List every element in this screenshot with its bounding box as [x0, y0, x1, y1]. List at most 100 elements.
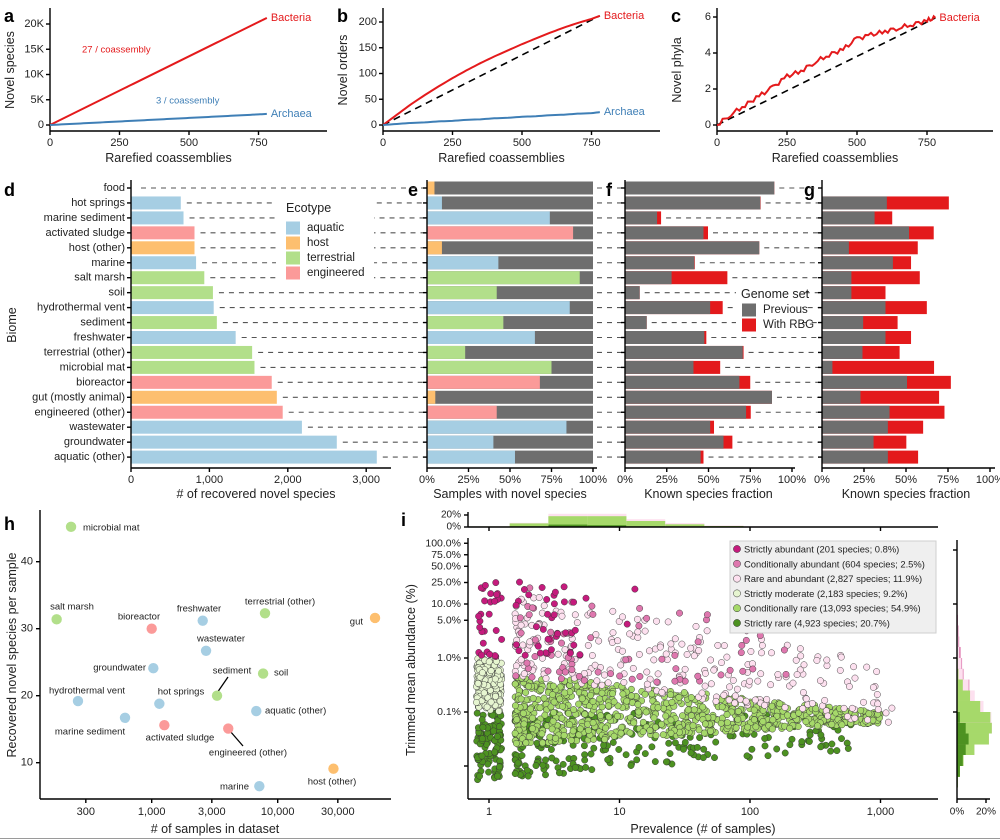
- x-tick-label: 300: [77, 806, 95, 818]
- right-histogram-bar: [957, 700, 981, 712]
- point-label: salt marsh: [50, 602, 94, 613]
- scatter-point-conditionally-rare: [566, 721, 574, 729]
- scatter-point: [148, 663, 159, 674]
- scatter-point-conditionally-rare: [723, 719, 731, 727]
- scatter-point-strictly-moderate: [474, 679, 482, 687]
- scatter-point-conditionally-abundant: [531, 636, 539, 644]
- bar-remainder: [427, 196, 593, 210]
- scatter-point-conditionally-rare: [699, 703, 707, 711]
- point-label: host (other): [308, 777, 357, 788]
- scatter-point-rare-and-abundant: [860, 698, 867, 706]
- scatter-point-rare-and-abundant: [519, 641, 527, 649]
- scatter-point-strictly-abundant: [512, 641, 520, 649]
- scatter-point-conditionally-rare: [795, 709, 803, 717]
- scatter-point-conditionally-rare: [520, 720, 528, 728]
- scatter-point-conditionally-abundant: [529, 604, 536, 612]
- scatter-point-strictly-rare: [547, 746, 555, 753]
- scatter-point: [259, 608, 271, 619]
- y-tick-label: 150: [359, 42, 377, 54]
- legend-swatch-terrestrial: [286, 251, 300, 265]
- legend-swatch-aquatic: [286, 221, 300, 235]
- scatter-point-rare-and-abundant: [653, 617, 660, 625]
- scatter-point-rare-and-abundant: [718, 659, 725, 667]
- scatter-point-strictly-rare: [479, 723, 487, 731]
- scatter-point-conditionally-abundant: [636, 604, 644, 612]
- scatter-point-conditionally-rare: [652, 732, 660, 739]
- point-label: activated sludge: [146, 733, 215, 744]
- series-line-archaea: [49, 112, 267, 126]
- x-axis-title: Prevalence (# of samples): [630, 822, 775, 836]
- scatter-point-rare-and-abundant: [683, 651, 691, 658]
- x-tick-label: 100%: [976, 474, 1000, 486]
- scatter-point-conditionally-rare: [717, 719, 725, 727]
- scatter-point-rare-and-abundant: [707, 656, 715, 664]
- scatter-point-conditionally-rare: [546, 733, 554, 741]
- x-tick-label: 750: [582, 137, 600, 149]
- scatter-point-strictly-abundant: [544, 610, 552, 618]
- scatter-point-conditionally-abundant: [658, 655, 666, 663]
- scatter-point: [328, 763, 339, 774]
- scatter-point-conditionally-rare: [865, 710, 873, 718]
- scatter-point-rare-and-abundant: [598, 681, 606, 689]
- right-histogram-bar: [957, 744, 966, 755]
- scatter-point-conditionally-abundant: [671, 651, 679, 659]
- scatter-point-conditionally-abundant: [580, 676, 588, 684]
- x-tick-label: 50%: [895, 474, 917, 486]
- scatter-point-conditionally-abundant: [636, 673, 644, 680]
- y-tick-label: 10.0%: [431, 598, 461, 610]
- scatter-point-conditionally-rare: [529, 714, 536, 722]
- scatter-point-strictly-abundant: [570, 641, 578, 649]
- scatter-point-conditionally-rare: [576, 725, 584, 733]
- scatter-point-strictly-rare: [581, 756, 589, 764]
- scatter-point: [72, 695, 84, 707]
- legend-label-terrestrial: terrestrial: [307, 252, 355, 264]
- scatter-point-strictly-rare: [828, 740, 836, 748]
- scatter-point-conditionally-rare: [619, 690, 627, 698]
- top-histogram-tick-label: 20%: [441, 510, 461, 521]
- scatter-point-rare-and-abundant: [692, 622, 700, 630]
- bar-novel-species: [131, 196, 181, 210]
- scatter-point-rare-and-abundant: [634, 628, 642, 636]
- biome-label: activated sludge: [46, 227, 126, 239]
- panel-label-g: g: [804, 180, 815, 200]
- point-label: bioreactor: [118, 612, 160, 623]
- scatter-point-strictly-abundant: [516, 578, 523, 586]
- scatter-point-strictly-rare: [548, 754, 556, 762]
- legend-marker: [733, 574, 741, 583]
- scatter-point-rare-and-abundant: [758, 642, 766, 649]
- y-tick-label: 200: [359, 16, 377, 28]
- scatter-point-conditionally-rare: [750, 716, 758, 724]
- scatter-point-strictly-abundant: [512, 601, 520, 609]
- scatter-point-rare-and-abundant: [848, 704, 856, 712]
- scatter-point-conditionally-abundant: [512, 672, 520, 680]
- scatter-point-rare-and-abundant: [641, 627, 649, 635]
- x-tick-label: 500: [513, 137, 531, 149]
- y-axis-title: Novel orders: [336, 35, 350, 106]
- biome-label: host (other): [69, 242, 125, 254]
- scatter-point-rare-and-abundant: [850, 663, 858, 671]
- right-histogram-bar: [957, 733, 969, 745]
- scatter-point-rare-and-abundant: [671, 635, 679, 643]
- legend-marker: [733, 545, 741, 553]
- biome-label: hydrothermal vent: [37, 302, 125, 314]
- biome-label: bioreactor: [76, 376, 125, 388]
- scatter-point-conditionally-abundant: [589, 610, 597, 618]
- bar-novel-species: [131, 241, 195, 255]
- scatter-point-conditionally-rare: [744, 723, 752, 731]
- bar-samples-with-novel: [427, 331, 535, 344]
- bar-previous: [822, 420, 888, 434]
- scatter-point-conditionally-rare: [667, 691, 674, 699]
- point-label: aquatic (other): [265, 706, 326, 717]
- scatter-point-conditionally-rare: [548, 725, 556, 733]
- scatter-point-conditionally-rare: [768, 725, 776, 733]
- scatter-point-strictly-abundant: [539, 625, 547, 633]
- legend-label: Strictly abundant (201 species; 0.8%): [744, 544, 899, 555]
- bar-novel-species: [131, 360, 255, 374]
- scatter-point-rare-and-abundant: [733, 685, 741, 693]
- scatter-point-strictly-rare: [635, 743, 643, 751]
- scatter-point-conditionally-rare: [734, 715, 742, 723]
- scatter-point-rare-and-abundant: [687, 644, 695, 652]
- scatter-point-rare-and-abundant: [840, 704, 848, 712]
- scatter-point-rare-and-abundant: [781, 703, 789, 711]
